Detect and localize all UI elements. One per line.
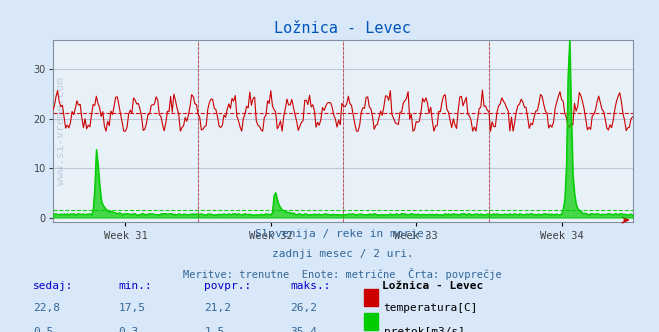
Text: maks.:: maks.: [290, 281, 330, 291]
Text: 17,5: 17,5 [119, 303, 146, 313]
Text: 0,5: 0,5 [33, 327, 53, 332]
Text: 0,3: 0,3 [119, 327, 139, 332]
Title: Ložnica - Levec: Ložnica - Levec [274, 21, 411, 36]
Text: 21,2: 21,2 [204, 303, 231, 313]
Text: 22,8: 22,8 [33, 303, 60, 313]
Bar [364, 289, 378, 306]
Text: min.:: min.: [119, 281, 152, 291]
Text: temperatura[C]: temperatura[C] [384, 303, 478, 313]
Text: www.si-vreme.com: www.si-vreme.com [57, 77, 67, 185]
Text: 1,5: 1,5 [204, 327, 225, 332]
Text: povpr.:: povpr.: [204, 281, 252, 291]
Text: pretok[m3/s]: pretok[m3/s] [384, 327, 465, 332]
Text: Slovenija / reke in morje.: Slovenija / reke in morje. [255, 229, 430, 239]
Text: 26,2: 26,2 [290, 303, 317, 313]
Text: zadnji mesec / 2 uri.: zadnji mesec / 2 uri. [272, 248, 414, 259]
Text: sedaj:: sedaj: [33, 281, 73, 291]
Text: Meritve: trenutne  Enote: metrične  Črta: povprečje: Meritve: trenutne Enote: metrične Črta: … [183, 268, 502, 280]
Bar [364, 313, 378, 330]
Text: 35,4: 35,4 [290, 327, 317, 332]
Text: Ložnica - Levec: Ložnica - Levec [382, 281, 484, 291]
